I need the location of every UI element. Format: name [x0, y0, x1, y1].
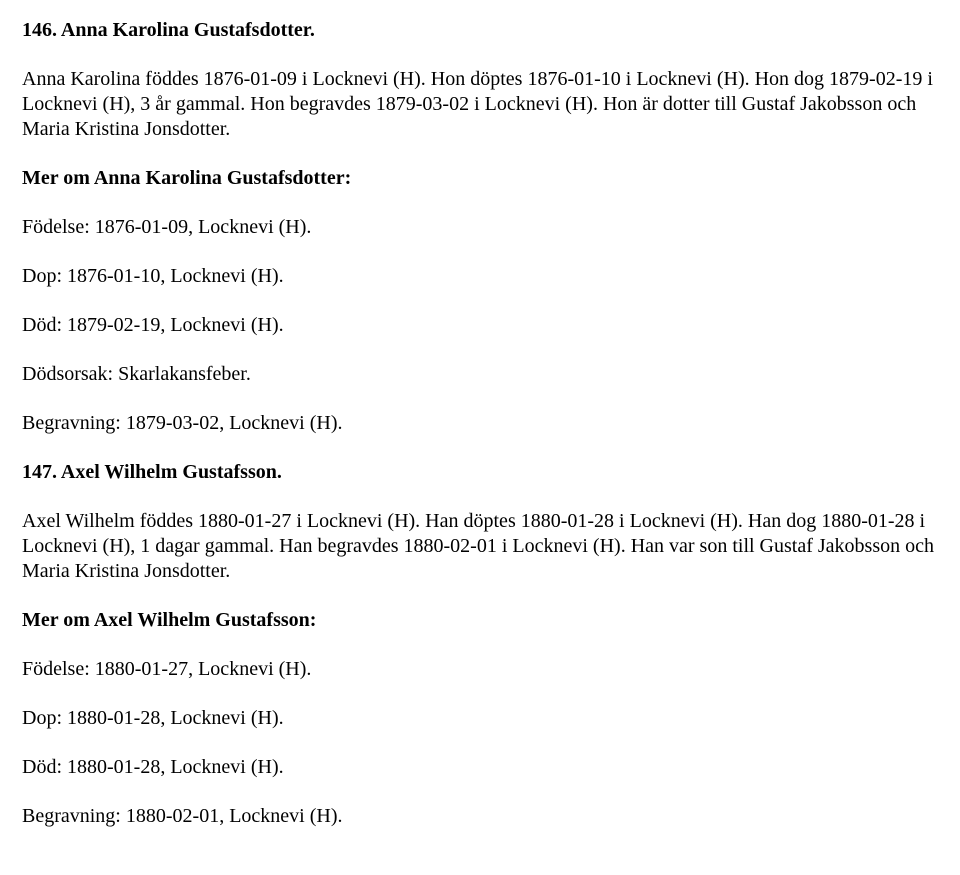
entry-detail: Dop: 1876-01-10, Locknevi (H). — [22, 264, 938, 289]
entry-subheading: Mer om Anna Karolina Gustafsdotter: — [22, 166, 938, 191]
entry-detail: Begravning: 1879-03-02, Locknevi (H). — [22, 411, 938, 436]
entry-detail: Födelse: 1880-01-27, Locknevi (H). — [22, 657, 938, 682]
entry-paragraph: Anna Karolina föddes 1876-01-09 i Lockne… — [22, 67, 938, 142]
entry-heading: 147. Axel Wilhelm Gustafsson. — [22, 460, 938, 485]
entry-detail: Begravning: 1880-02-01, Locknevi (H). — [22, 804, 938, 829]
entry-detail: Dödsorsak: Skarlakansfeber. — [22, 362, 938, 387]
entry-detail: Dop: 1880-01-28, Locknevi (H). — [22, 706, 938, 731]
entry-detail: Födelse: 1876-01-09, Locknevi (H). — [22, 215, 938, 240]
entry-subheading: Mer om Axel Wilhelm Gustafsson: — [22, 608, 938, 633]
entry-detail: Död: 1879-02-19, Locknevi (H). — [22, 313, 938, 338]
entry-detail: Död: 1880-01-28, Locknevi (H). — [22, 755, 938, 780]
entry-paragraph: Axel Wilhelm föddes 1880-01-27 i Locknev… — [22, 509, 938, 584]
entry-heading: 146. Anna Karolina Gustafsdotter. — [22, 18, 938, 43]
